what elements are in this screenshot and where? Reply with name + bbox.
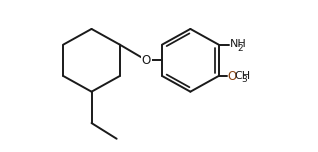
Text: 3: 3: [242, 75, 247, 84]
Text: 2: 2: [238, 44, 243, 53]
Text: CH: CH: [234, 71, 250, 81]
Text: O: O: [142, 54, 151, 67]
Text: NH: NH: [230, 39, 246, 49]
Text: O: O: [228, 69, 237, 83]
